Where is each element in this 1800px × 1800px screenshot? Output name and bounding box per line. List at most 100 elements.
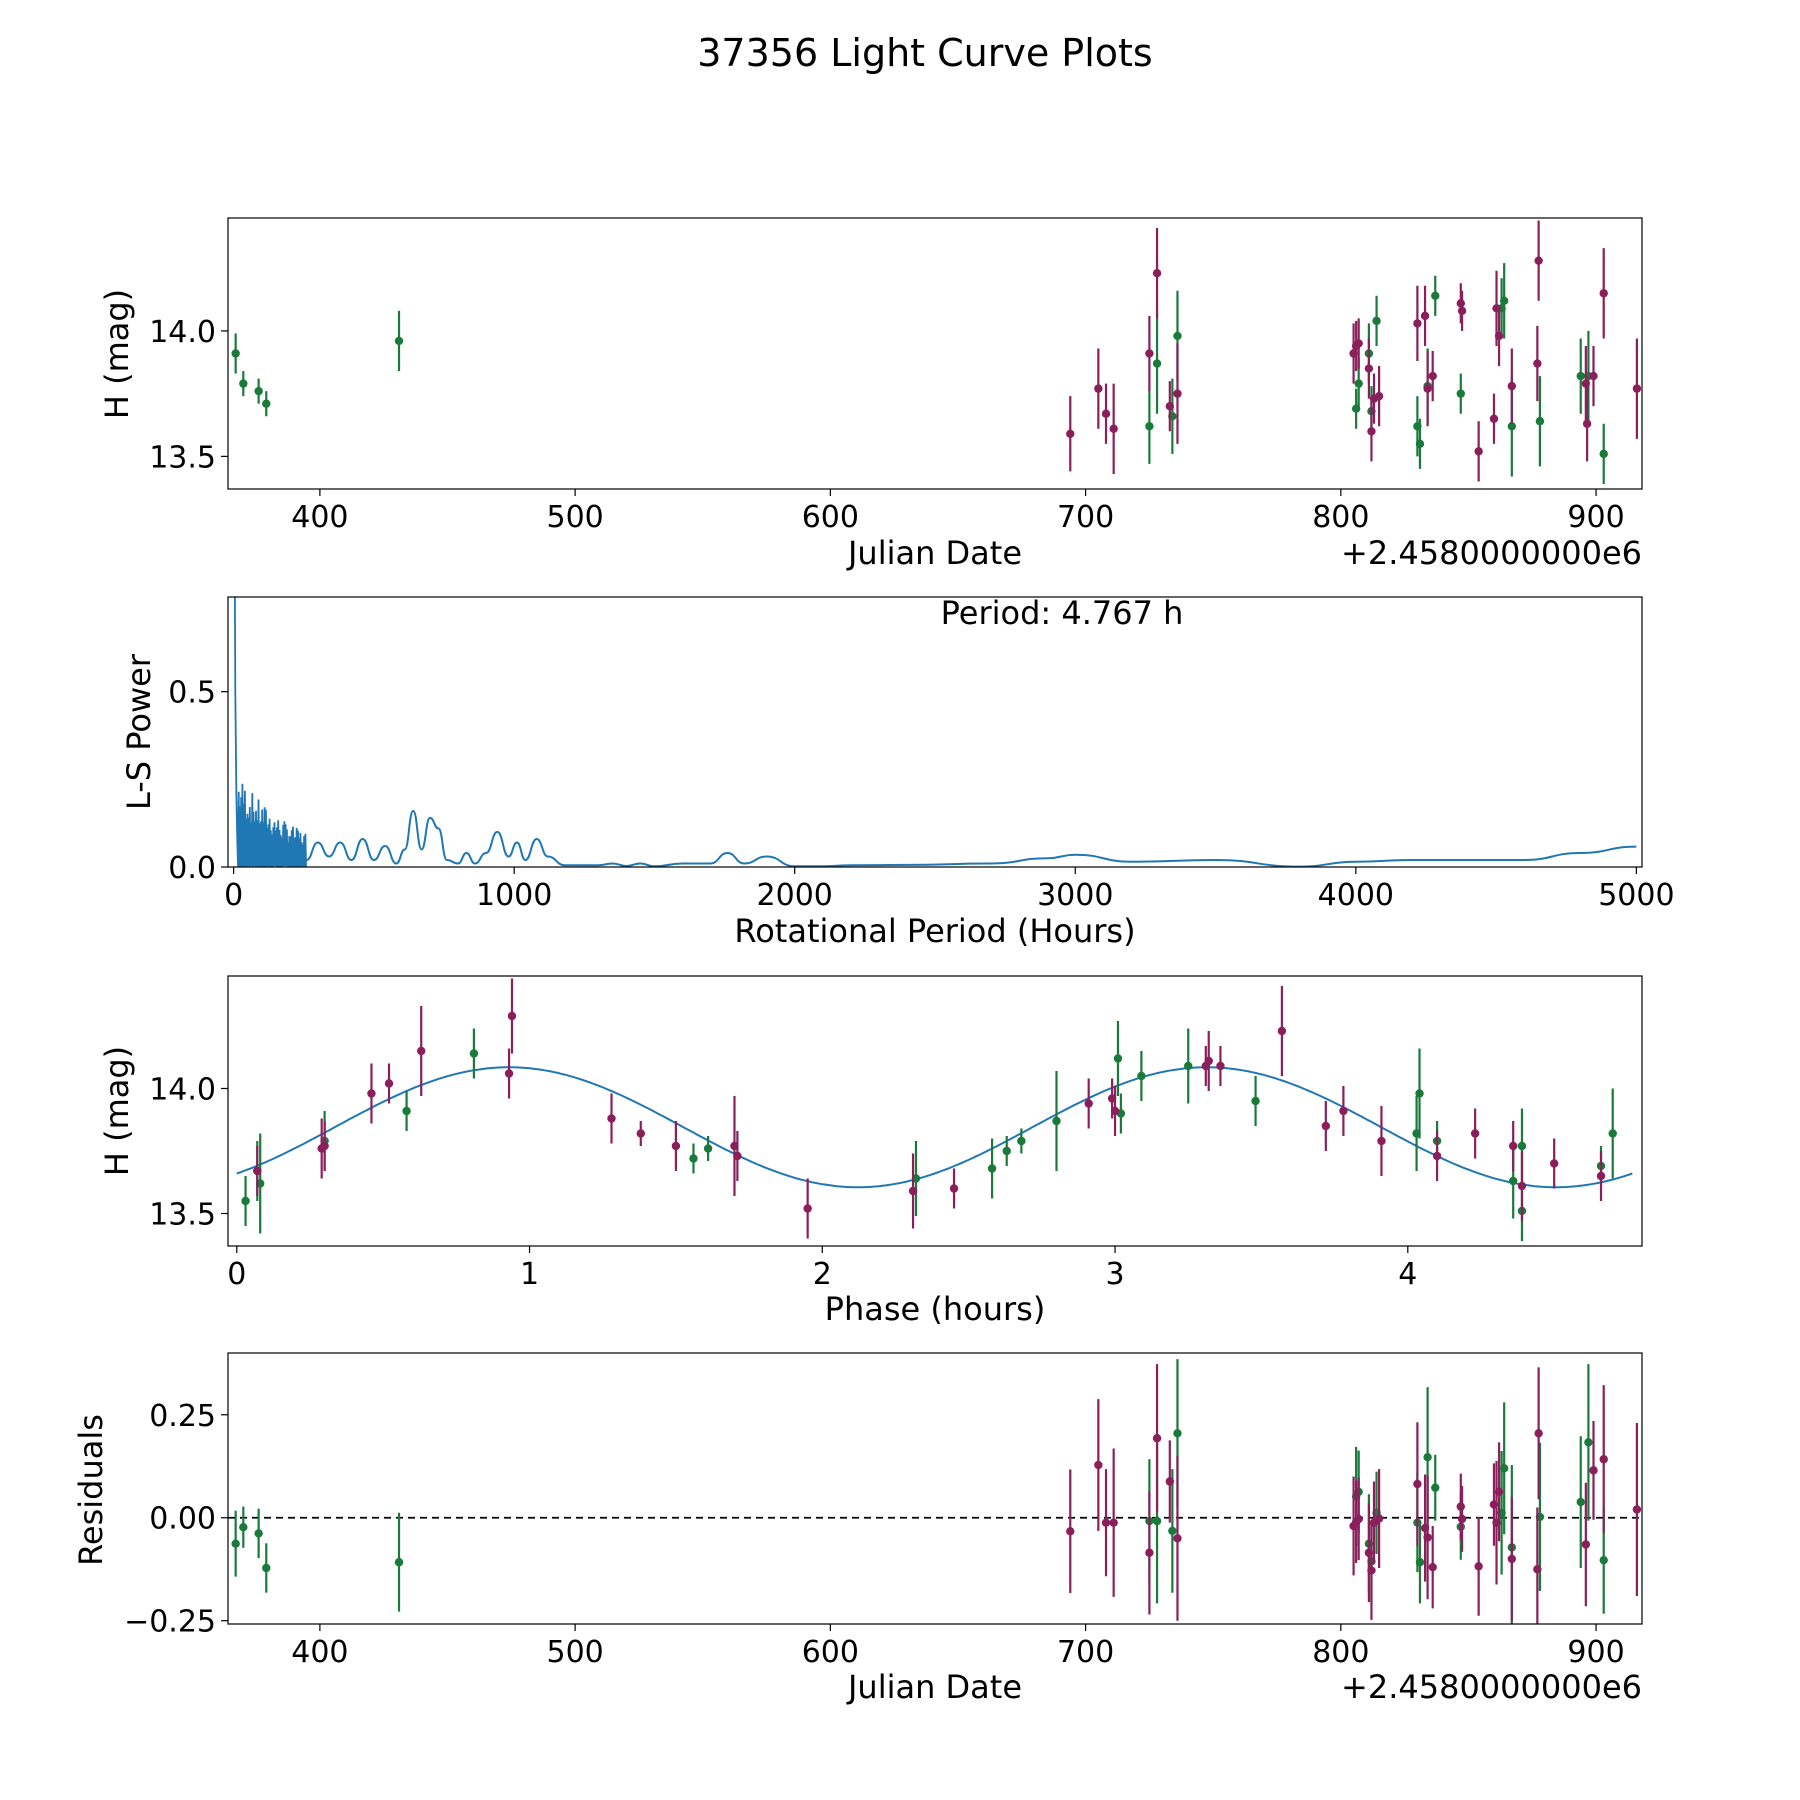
data-point <box>1423 384 1432 393</box>
data-point <box>1339 1106 1348 1116</box>
periodogram-axes <box>227 596 1643 868</box>
data-point <box>231 349 240 358</box>
data-point <box>239 1523 248 1532</box>
data-point <box>1431 291 1440 300</box>
x-tick-label: 2000 <box>757 878 833 913</box>
data-point <box>1152 269 1162 278</box>
data-point <box>1507 422 1517 431</box>
y-tick-label: 14.0 <box>149 315 216 350</box>
light-curve-axes <box>227 217 1643 490</box>
phased-curve-xlabel: Phase (hours) <box>825 1290 1046 1328</box>
data-point <box>1420 311 1430 321</box>
data-point <box>254 386 263 396</box>
x-tick-label: 900 <box>1567 1635 1624 1670</box>
x-tick-label: 3 <box>1105 1257 1124 1292</box>
data-point <box>241 1196 250 1206</box>
data-point <box>1428 371 1437 381</box>
data-point <box>1576 1497 1585 1507</box>
data-point <box>689 1154 698 1163</box>
x-tick-label: 2 <box>813 1257 832 1292</box>
data-point <box>1431 1483 1440 1492</box>
data-point <box>1374 1514 1384 1523</box>
data-point <box>1109 1518 1118 1527</box>
data-point <box>262 1563 271 1573</box>
x-tick-label: 4000 <box>1318 878 1394 913</box>
data-point <box>1582 419 1592 428</box>
period-annotation: Period: 4.767 h <box>941 594 1184 632</box>
data-point <box>507 1011 517 1021</box>
periodogram-line <box>306 809 1637 867</box>
data-point <box>239 379 248 388</box>
data-point <box>394 1558 404 1567</box>
data-point <box>1372 316 1381 326</box>
data-point <box>1152 1516 1162 1526</box>
data-point <box>1165 401 1175 411</box>
data-point <box>1377 1136 1386 1146</box>
x-tick-label: 4 <box>1398 1257 1417 1292</box>
data-point <box>671 1141 681 1151</box>
data-point <box>1017 1136 1026 1146</box>
data-point <box>1576 371 1585 381</box>
data-point <box>320 1141 329 1151</box>
periodogram-ylabel: L-S Power <box>120 653 158 810</box>
data-point <box>1456 389 1465 398</box>
data-point <box>1589 371 1598 381</box>
residuals-ylabel: Residuals <box>72 1414 110 1566</box>
periodogram-dense-segment <box>234 597 307 867</box>
phased-curve-panel: 0 1 2 3 4 13.5 14.0 Phase (hours) H (mag) <box>98 975 1643 1328</box>
x-tick-label: 1 <box>520 1257 539 1292</box>
data-point <box>1277 1026 1287 1036</box>
periodogram-xlabel: Rotational Period (Hours) <box>734 912 1135 950</box>
data-point <box>1581 379 1591 388</box>
x-tick-label: 3000 <box>1037 878 1113 913</box>
data-point <box>1470 1129 1480 1138</box>
data-point <box>1145 349 1154 358</box>
x-tick-label: 800 <box>1312 1635 1369 1670</box>
fit-curve <box>236 1066 1633 1189</box>
residuals-xlabel: Julian Date <box>846 1668 1022 1706</box>
x-tick-label: 5000 <box>1598 878 1674 913</box>
data-point <box>504 1069 514 1078</box>
data-point <box>1534 256 1543 265</box>
data-point <box>1508 1176 1518 1186</box>
data-point <box>1507 1554 1517 1564</box>
data-point <box>908 1186 918 1196</box>
data-point <box>1216 1061 1225 1071</box>
data-point <box>1499 1464 1509 1473</box>
data-point <box>1413 319 1422 328</box>
data-point <box>1599 289 1608 298</box>
x-tick-label: 1000 <box>476 878 552 913</box>
residuals-panel: 400 500 600 700 800 900 −0.25 0.00 0.25 Julian D… <box>72 1352 1643 1706</box>
data-point <box>1364 364 1374 373</box>
data-point <box>987 1164 997 1173</box>
data-point <box>367 1089 376 1098</box>
data-point <box>1173 331 1182 341</box>
data-point <box>1549 1159 1559 1168</box>
y-tick-label: −0.25 <box>124 1605 216 1640</box>
data-point <box>1474 1562 1483 1571</box>
y-tick-label: 14.0 <box>149 1073 216 1108</box>
x-tick-label: 0 <box>227 1257 246 1292</box>
data-point <box>1413 1479 1422 1489</box>
data-point <box>733 1151 742 1161</box>
light-curve-offset-text: +2.4580000000e6 <box>1341 534 1642 572</box>
data-point <box>1367 427 1376 436</box>
data-point <box>253 1166 262 1176</box>
data-point <box>1354 1514 1363 1524</box>
data-point <box>1596 1171 1606 1181</box>
x-tick-label: 400 <box>291 500 348 535</box>
y-tick-label: 0.25 <box>149 1399 216 1434</box>
data-point <box>1415 1558 1425 1567</box>
data-point <box>1423 1452 1432 1462</box>
data-point <box>1145 1548 1154 1557</box>
data-point <box>1145 422 1154 431</box>
data-point <box>1608 1129 1617 1138</box>
data-point <box>1173 1429 1182 1438</box>
data-point <box>1457 1514 1467 1524</box>
data-point <box>254 1529 263 1538</box>
data-point <box>1173 1534 1182 1543</box>
data-point <box>1432 1151 1442 1161</box>
data-point <box>1599 1555 1608 1565</box>
data-point <box>384 1079 394 1088</box>
data-point <box>1415 439 1425 449</box>
